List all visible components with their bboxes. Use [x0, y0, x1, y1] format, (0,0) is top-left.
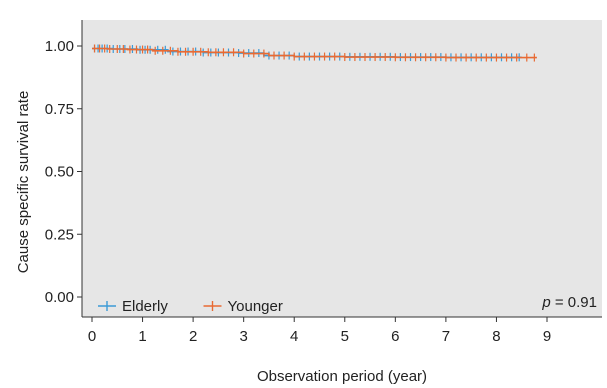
x-tick-label: 5 — [341, 328, 349, 345]
x-tick-label: 7 — [442, 328, 450, 345]
x-tick-label: 9 — [543, 328, 551, 345]
x-tick-label: 8 — [492, 328, 500, 345]
legend-label-younger: Younger — [228, 298, 283, 315]
y-axis-label: Cause specific survival rate — [15, 91, 32, 274]
y-tick-label: 0.50 — [45, 164, 74, 181]
y-tick-label: 0.00 — [45, 289, 74, 306]
y-tick-label: 1.00 — [45, 38, 74, 55]
x-axis-label: Observation period (year) — [257, 368, 427, 385]
p-value-annotation: p = 0.91 — [542, 294, 597, 311]
x-tick-label: 2 — [189, 328, 197, 345]
x-tick-label: 4 — [290, 328, 298, 345]
x-tick-label: 6 — [391, 328, 399, 345]
plot-area — [82, 20, 602, 317]
x-tick-label: 3 — [239, 328, 247, 345]
legend-label-elderly: Elderly — [122, 298, 168, 315]
x-tick-label: 0 — [88, 328, 96, 345]
y-tick-label: 0.25 — [45, 226, 74, 243]
x-tick-label: 1 — [138, 328, 146, 345]
y-tick-label: 0.75 — [45, 101, 74, 118]
